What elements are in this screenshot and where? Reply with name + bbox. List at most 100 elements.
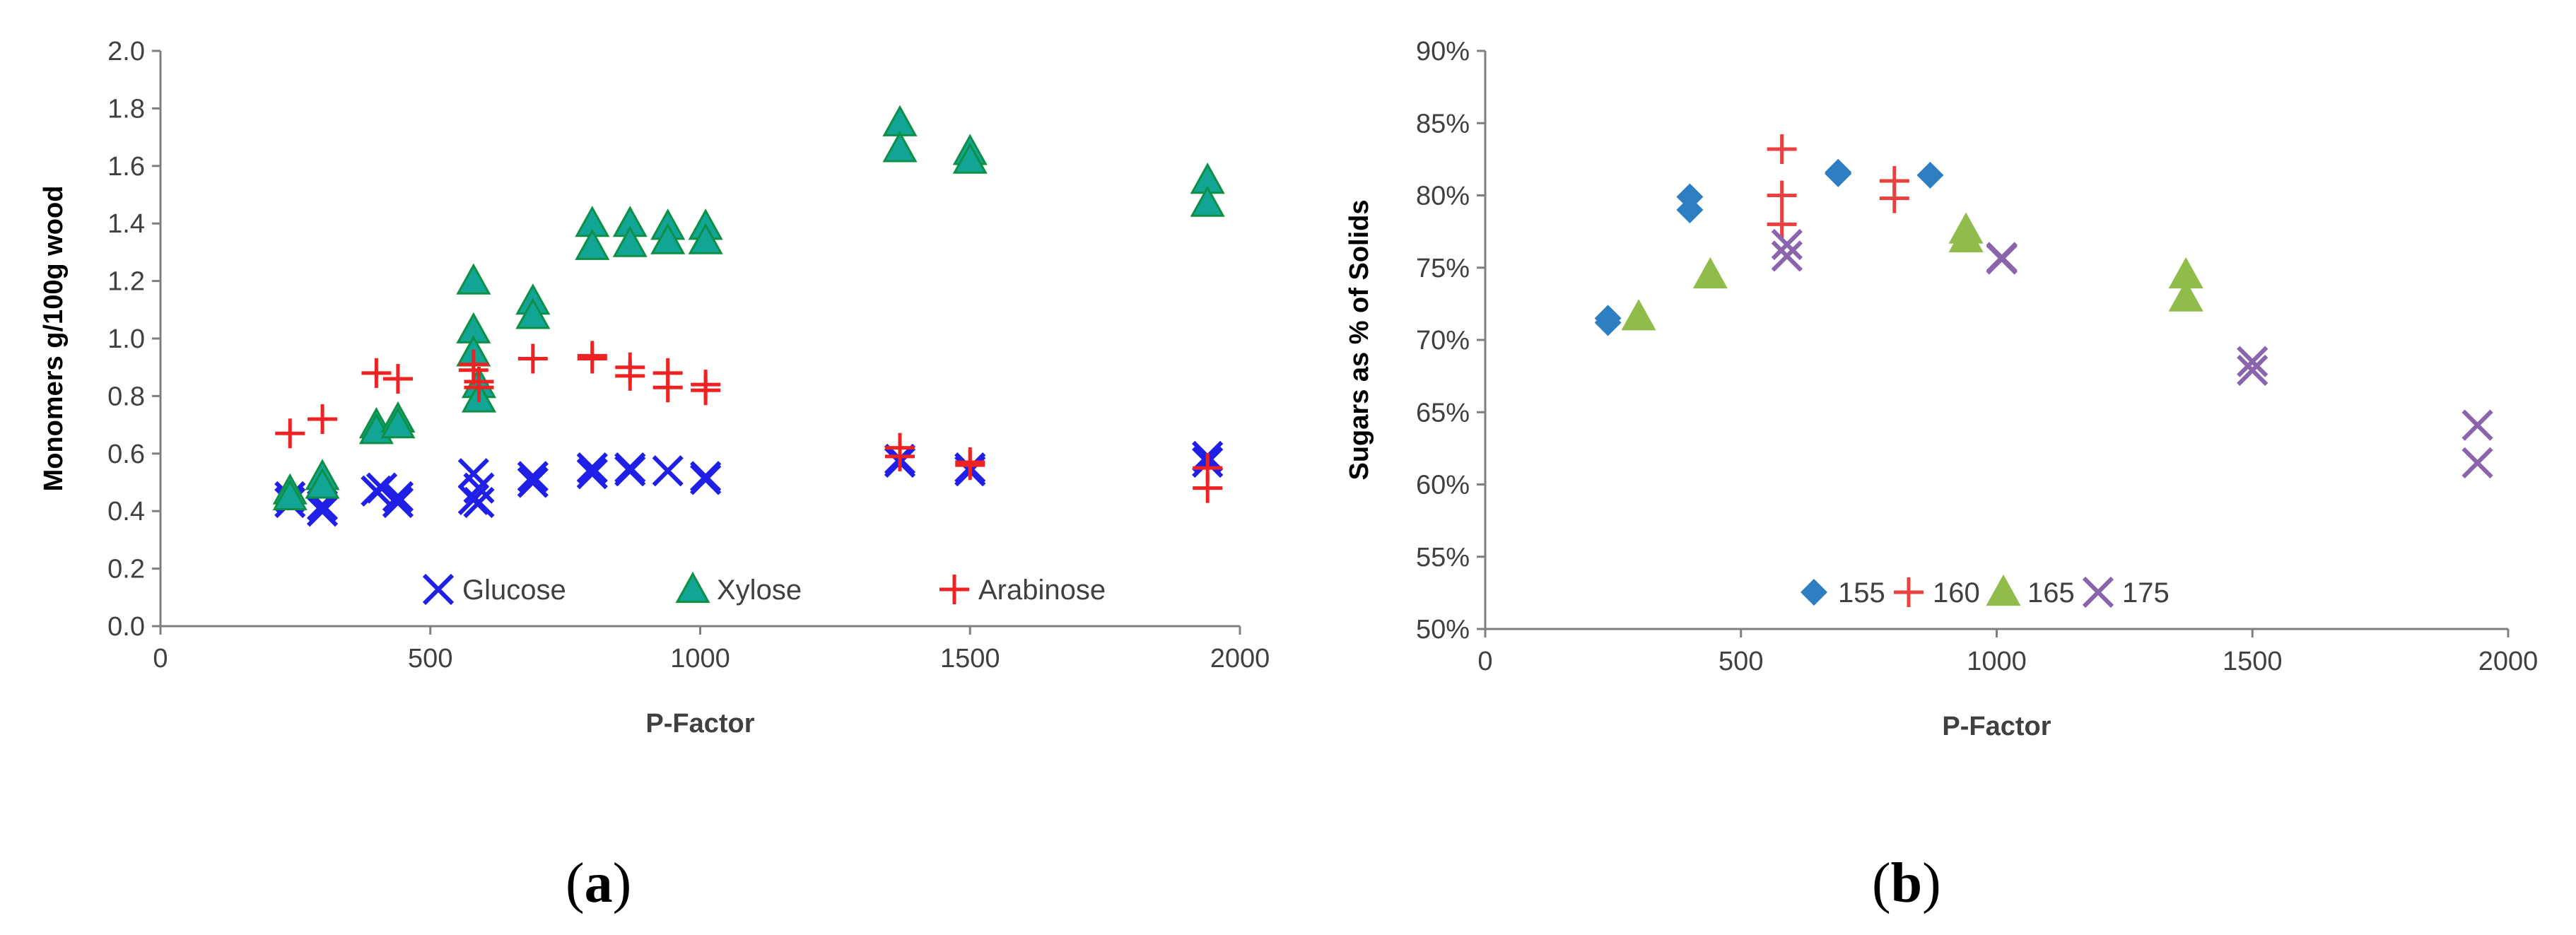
chart-a-monomers: 0.0 0.2 0.4 0.6 0.8 1.0 1.2 1.4 1.6 1.8 2.0 0 500 100…	[39, 37, 1270, 739]
chart-a-point-xylose	[882, 131, 918, 163]
chart-a-point-glucose	[614, 455, 646, 487]
chart-a-x-tick-label: 1000	[670, 644, 730, 674]
chart-a-point-glucose	[576, 452, 608, 484]
chart-b-point-175	[2237, 346, 2268, 377]
chart-a-y-tick-label: 0.6	[107, 440, 145, 469]
chart-a-point-glucose	[576, 458, 608, 490]
chart-b-point-175	[1771, 240, 1803, 272]
panel-label-a: (a)	[566, 852, 632, 915]
chart-b-legend-label-175: 175	[2122, 577, 2170, 608]
chart-b-point-165	[1621, 299, 1656, 331]
chart-a-x-tick-label: 1500	[940, 644, 1000, 674]
chart-b-point-165	[1948, 220, 1984, 252]
chart-a-point-arabinose	[361, 358, 392, 388]
chart-a-point-xylose	[380, 407, 416, 439]
chart-b-point-165	[1692, 257, 1728, 289]
chart-a-point-glucose	[690, 464, 722, 495]
chart-a-point-glucose	[463, 486, 495, 519]
chart-b-point-175	[1986, 243, 2018, 275]
chart-a-point-arabinose	[955, 450, 985, 481]
chart-a-point-xylose	[575, 228, 610, 260]
chart-a-legend-marker-glucose	[422, 573, 455, 606]
chart-a-y-tick-label: 1.6	[107, 152, 145, 182]
chart-b-point-160	[1767, 209, 1797, 240]
chart-a-x-axis-title: P-Factor	[645, 709, 754, 739]
chart-b-sugars: 50% 55% 60% 65% 70% 75% 80% 85% 90% 0 500 1000 1500 2…	[1345, 37, 2538, 741]
chart-b-y-tick-label: 65%	[1416, 398, 1470, 428]
chart-a-point-arabinose	[1193, 473, 1223, 503]
chart-a-legend-label-xylose: Xylose	[717, 575, 802, 606]
chart-a-point-xylose	[952, 142, 988, 174]
chart-a-point-arabinose	[517, 343, 548, 374]
chart-b-y-tick-label: 50%	[1416, 615, 1470, 645]
chart-b-point-160	[1767, 134, 1797, 165]
chart-b-y-tick-label: 80%	[1416, 182, 1470, 211]
chart-a-legend-label-glucose: Glucose	[462, 575, 566, 606]
chart-a-point-glucose	[517, 461, 549, 493]
chart-a-y-tick-label: 0.2	[107, 555, 145, 584]
chart-a-point-xylose	[305, 467, 340, 499]
chart-b-y-tick-label: 75%	[1416, 254, 1470, 283]
chart-b-legend-marker-160	[1894, 577, 1924, 607]
chart-b-legend-marker-165	[1986, 574, 2021, 606]
chart-b-point-175	[2461, 409, 2493, 441]
chart-b-point-175	[2237, 354, 2268, 387]
chart-a-point-glucose	[382, 481, 414, 512]
chart-b-point-160	[1767, 180, 1797, 211]
chart-a-point-xylose	[612, 225, 648, 257]
chart-b-point-155	[1825, 160, 1852, 187]
chart-b-x-tick-label: 2000	[2478, 647, 2539, 676]
chart-b-x-tick-label: 0	[1477, 647, 1492, 676]
chart-a-point-glucose	[652, 455, 684, 487]
chart-a-legend-marker-arabinose	[939, 575, 969, 604]
chart-b-legend-marker-175	[2082, 576, 2114, 608]
chart-a-y-tick-label: 0.8	[107, 382, 145, 411]
chart-a-point-arabinose	[884, 441, 915, 471]
chart-a-x-tick-label: 500	[408, 644, 452, 674]
chart-a-point-arabinose	[652, 372, 683, 403]
chart-a-y-axis-title: Monomers g/100g wood	[39, 186, 69, 492]
chart-b-y-tick-label: 85%	[1416, 109, 1470, 139]
chart-b-x-axis-title: P-Factor	[1942, 712, 2051, 741]
chart-b-legend-label-160: 160	[1933, 577, 1980, 608]
chart-b-y-tick-label: 60%	[1416, 471, 1470, 500]
chart-a-y-tick-label: 2.0	[107, 37, 145, 66]
chart-b-point-175	[2461, 447, 2493, 478]
chart-b-point-155	[1594, 305, 1622, 332]
chart-a-y-tick-label: 1.8	[107, 94, 145, 124]
chart-b-point-165	[2168, 280, 2203, 312]
chart-b-legend-label-165: 165	[2027, 577, 2075, 608]
chart-a-y-tick-label: 1.0	[107, 324, 145, 354]
chart-b-y-axis-title: Sugars as % of Solids	[1345, 200, 1374, 481]
chart-a-point-xylose	[688, 223, 723, 254]
chart-b-y-tick-label: 70%	[1416, 326, 1470, 355]
chart-b-point-160	[1879, 183, 1909, 213]
chart-a-point-arabinose	[577, 343, 607, 374]
chart-a-y-tick-label: 0.0	[107, 612, 145, 642]
chart-b-x-tick-label: 500	[1719, 647, 1763, 676]
chart-b-y-tick-label: 55%	[1416, 543, 1470, 572]
chart-a-y-tick-label: 1.2	[107, 267, 145, 297]
chart-a-point-arabinose	[275, 418, 305, 449]
chart-b-legend-marker-155	[1801, 579, 1827, 606]
chart-a-x-tick-label: 2000	[1210, 644, 1270, 674]
chart-b-legend-label-155: 155	[1838, 577, 1885, 608]
chart-a-y-tick-label: 1.4	[107, 209, 145, 239]
chart-b-point-155	[1916, 161, 1944, 189]
chart-b-point-155	[1676, 196, 1704, 223]
chart-a-point-arabinose	[464, 372, 494, 403]
chart-a-point-xylose	[515, 298, 551, 329]
panel-label-b: (b)	[1872, 852, 1941, 915]
chart-a-point-xylose	[1190, 185, 1225, 217]
chart-b-x-tick-label: 1000	[1967, 647, 2027, 676]
chart-a-point-xylose	[272, 478, 308, 510]
chart-b-x-tick-label: 1500	[2223, 647, 2283, 676]
chart-a-point-xylose	[456, 263, 491, 295]
chart-a-point-arabinose	[308, 404, 338, 434]
chart-a-point-arabinose	[382, 363, 413, 394]
chart-a-legend-marker-xylose	[675, 571, 710, 604]
chart-a-point-glucose	[463, 472, 495, 504]
chart-a-y-tick-label: 0.4	[107, 497, 145, 527]
chart-a-legend-label-arabinose: Arabinose	[978, 575, 1106, 606]
